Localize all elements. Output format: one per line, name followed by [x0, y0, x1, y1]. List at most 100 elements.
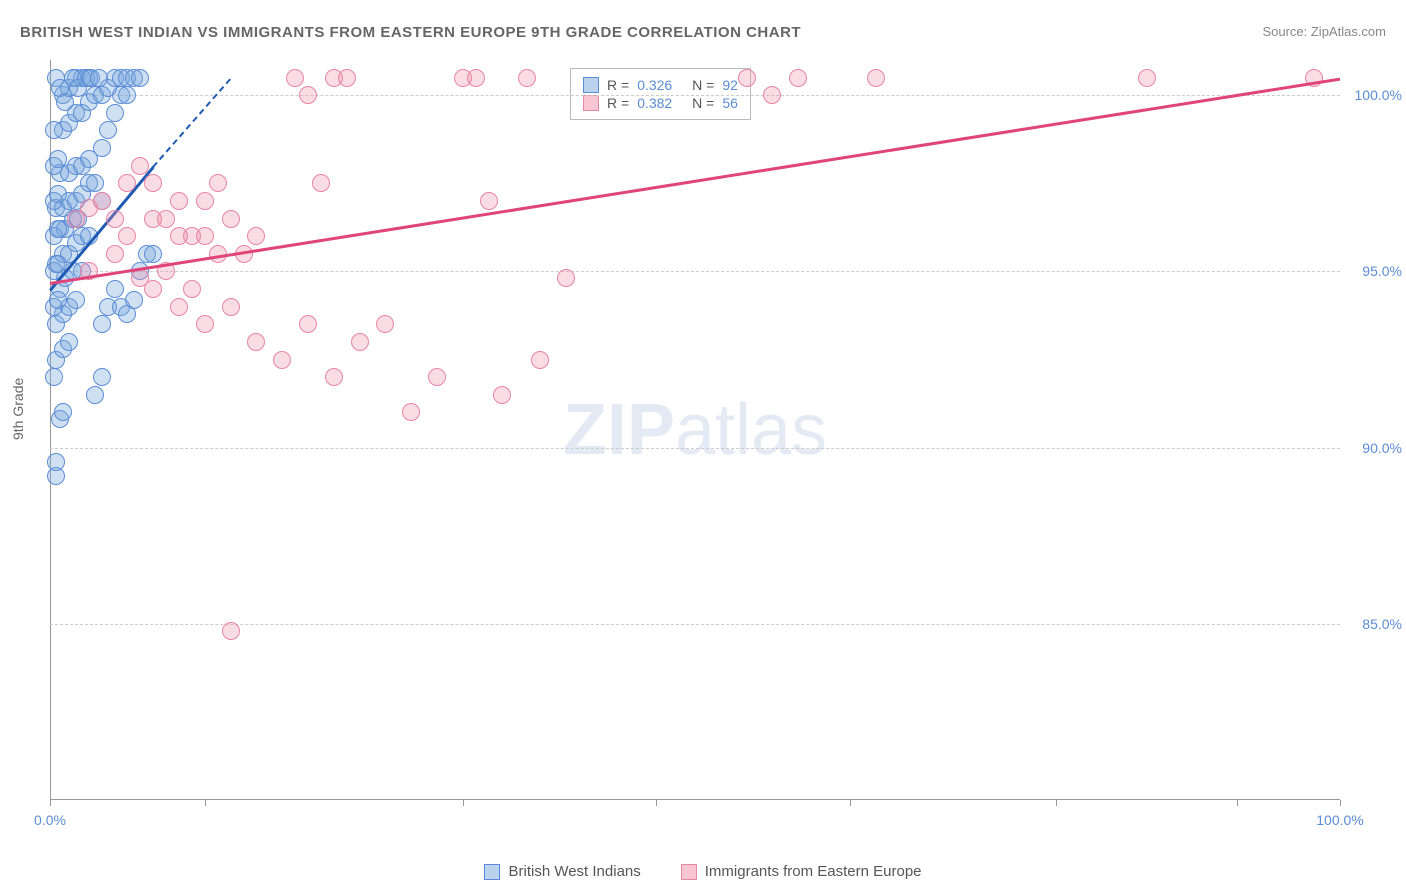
scatter-point	[90, 69, 108, 87]
scatter-point	[518, 69, 536, 87]
scatter-point	[286, 69, 304, 87]
scatter-point	[763, 86, 781, 104]
scatter-point	[170, 298, 188, 316]
scatter-point	[196, 315, 214, 333]
scatter-point	[247, 227, 265, 245]
swatch-pink-icon	[583, 95, 599, 111]
scatter-point	[118, 174, 136, 192]
scatter-point	[170, 227, 188, 245]
scatter-point	[222, 622, 240, 640]
scatter-point	[299, 315, 317, 333]
scatter-point	[222, 210, 240, 228]
x-tick	[50, 800, 51, 806]
scatter-point	[106, 210, 124, 228]
scatter-point	[209, 174, 227, 192]
legend-row-pink: R = 0.382 N = 56	[583, 95, 738, 111]
scatter-point	[376, 315, 394, 333]
gridline	[50, 271, 1340, 272]
scatter-point	[144, 245, 162, 263]
r-label: R =	[607, 95, 629, 111]
n-value-pink: 56	[722, 95, 738, 111]
scatter-point	[273, 351, 291, 369]
watermark-bold: ZIP	[563, 390, 675, 470]
r-value-pink: 0.382	[637, 95, 672, 111]
scatter-point	[299, 86, 317, 104]
legend-row-blue: R = 0.326 N = 92	[583, 77, 738, 93]
scatter-point	[428, 368, 446, 386]
scatter-point	[49, 150, 67, 168]
bottom-legend: British West Indians Immigrants from Eas…	[0, 863, 1406, 880]
n-value-blue: 92	[722, 77, 738, 93]
y-axis-label: 9th Grade	[10, 378, 26, 440]
scatter-point	[1138, 69, 1156, 87]
scatter-point	[196, 227, 214, 245]
scatter-point	[338, 69, 356, 87]
scatter-point	[467, 69, 485, 87]
y-tick-label: 90.0%	[1362, 440, 1402, 456]
x-tick	[656, 800, 657, 806]
scatter-point	[93, 368, 111, 386]
legend-item-blue: British West Indians	[484, 863, 640, 880]
scatter-point	[738, 69, 756, 87]
source-label: Source:	[1262, 24, 1310, 39]
y-tick-label: 95.0%	[1362, 263, 1402, 279]
scatter-point	[67, 291, 85, 309]
swatch-blue-icon	[484, 864, 500, 880]
scatter-point	[93, 139, 111, 157]
scatter-point	[45, 368, 63, 386]
scatter-point	[47, 453, 65, 471]
scatter-point	[118, 86, 136, 104]
source-value: ZipAtlas.com	[1311, 24, 1386, 39]
scatter-point	[402, 403, 420, 421]
gridline	[50, 95, 1340, 96]
scatter-point	[118, 227, 136, 245]
scatter-point	[49, 185, 67, 203]
legend-label-pink: Immigrants from Eastern Europe	[705, 863, 922, 880]
scatter-point	[49, 220, 67, 238]
scatter-point	[54, 403, 72, 421]
source-attribution: Source: ZipAtlas.com	[1262, 24, 1386, 39]
scatter-chart: ZIPatlas R = 0.326 N = 92 R = 0.382 N = …	[50, 60, 1340, 800]
legend-label-blue: British West Indians	[508, 863, 640, 880]
x-tick	[1237, 800, 1238, 806]
legend-item-pink: Immigrants from Eastern Europe	[681, 863, 922, 880]
scatter-point	[183, 280, 201, 298]
scatter-point	[247, 333, 265, 351]
scatter-point	[325, 368, 343, 386]
x-axis-line	[50, 799, 1340, 800]
swatch-blue-icon	[583, 77, 599, 93]
scatter-point	[480, 192, 498, 210]
scatter-point	[312, 174, 330, 192]
scatter-point	[99, 121, 117, 139]
x-tick	[463, 800, 464, 806]
scatter-point	[196, 192, 214, 210]
watermark-light: atlas	[675, 390, 827, 470]
r-value-blue: 0.326	[637, 77, 672, 93]
scatter-point	[222, 298, 240, 316]
trend-line-dashed	[152, 78, 231, 167]
y-tick-label: 100.0%	[1355, 87, 1402, 103]
x-tick-label: 100.0%	[1316, 812, 1363, 828]
scatter-point	[170, 192, 188, 210]
scatter-point	[93, 192, 111, 210]
scatter-point	[106, 104, 124, 122]
scatter-point	[144, 174, 162, 192]
scatter-point	[789, 69, 807, 87]
scatter-point	[144, 210, 162, 228]
scatter-point	[131, 269, 149, 287]
x-tick-label: 0.0%	[34, 812, 66, 828]
x-tick	[1056, 800, 1057, 806]
scatter-point	[56, 93, 74, 111]
scatter-point	[45, 121, 63, 139]
scatter-point	[531, 351, 549, 369]
x-tick	[850, 800, 851, 806]
scatter-point	[493, 386, 511, 404]
y-tick-label: 85.0%	[1362, 616, 1402, 632]
scatter-point	[867, 69, 885, 87]
watermark: ZIPatlas	[563, 389, 827, 471]
scatter-point	[106, 245, 124, 263]
scatter-point	[131, 69, 149, 87]
swatch-pink-icon	[681, 864, 697, 880]
scatter-point	[86, 386, 104, 404]
n-label: N =	[692, 77, 714, 93]
